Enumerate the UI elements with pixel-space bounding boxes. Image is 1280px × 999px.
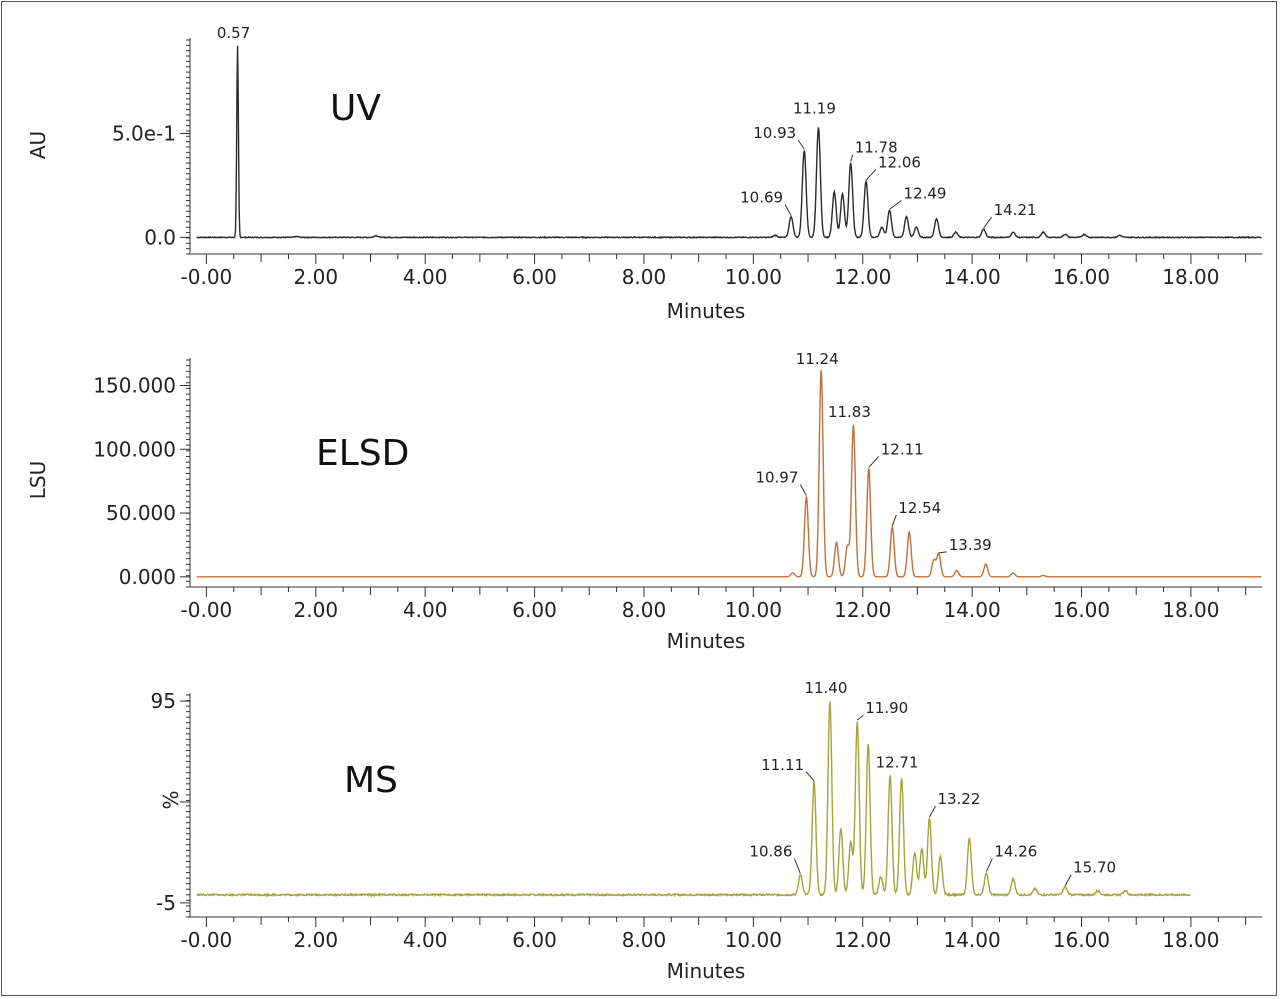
peak-leader-line bbox=[929, 805, 936, 818]
x-tick-label: 2.00 bbox=[294, 265, 339, 289]
peak-label: 12.49 bbox=[904, 184, 947, 202]
peak-label: 10.86 bbox=[749, 843, 792, 861]
peak-label: 13.39 bbox=[949, 536, 992, 554]
y-tick-label: 50.000 bbox=[106, 501, 176, 525]
peak-leader-line bbox=[1064, 874, 1072, 886]
x-axis-title: Minutes bbox=[667, 959, 746, 983]
panel-title: MS bbox=[344, 760, 398, 801]
y-tick-label: -5 bbox=[156, 891, 176, 915]
x-tick-label: 8.00 bbox=[622, 598, 667, 622]
peak-label: 11.19 bbox=[793, 99, 836, 117]
x-tick-label: 6.00 bbox=[512, 598, 557, 622]
x-tick-label: 12.00 bbox=[834, 598, 891, 622]
peak-leader-line bbox=[850, 154, 854, 162]
x-tick-label: 2.00 bbox=[294, 928, 339, 952]
y-tick-label: 150.000 bbox=[93, 374, 176, 398]
x-tick-label: 6.00 bbox=[512, 928, 557, 952]
peak-label: 0.57 bbox=[217, 24, 250, 42]
peak-label: 14.26 bbox=[994, 843, 1037, 861]
x-tick-label: -0.00 bbox=[181, 598, 233, 622]
peak-label: 11.24 bbox=[796, 350, 839, 368]
x-tick-label: 18.00 bbox=[1162, 928, 1219, 952]
x-tick-label: 8.00 bbox=[622, 928, 667, 952]
x-tick-label: 8.00 bbox=[622, 265, 667, 289]
peak-leader-line bbox=[891, 514, 897, 527]
peak-label: 14.21 bbox=[994, 201, 1037, 219]
peak-leader-line bbox=[865, 168, 877, 181]
x-tick-label: 16.00 bbox=[1053, 598, 1110, 622]
x-axis-title: Minutes bbox=[667, 299, 746, 323]
panel-uv: 0.0 5.0e-1 -0.00 2.00 4.00 6.00 8.00 10.00 12.00… bbox=[26, 24, 1262, 323]
x-tick-label: 16.00 bbox=[1053, 928, 1110, 952]
peak-leader-line bbox=[797, 139, 805, 150]
peak-label: 12.54 bbox=[898, 499, 941, 517]
peak-leader-line bbox=[889, 199, 902, 210]
peak-label: 15.70 bbox=[1073, 859, 1116, 877]
panel-elsd: 0.000 50.000 100.000 150.000 -0.00 2.00 4.00 6.… bbox=[26, 350, 1262, 653]
y-tick-label: 5.0e-1 bbox=[112, 121, 176, 145]
y-axis-title: LSU bbox=[26, 461, 50, 499]
x-tick-label: 16.00 bbox=[1053, 265, 1110, 289]
peak-leader-line bbox=[938, 551, 947, 554]
x-tick-label: 18.00 bbox=[1162, 265, 1219, 289]
x-tick-label: 18.00 bbox=[1162, 598, 1219, 622]
peak-leader-line bbox=[868, 456, 880, 468]
x-tick-label: 4.00 bbox=[403, 598, 448, 622]
peak-leader-line bbox=[793, 858, 801, 874]
peak-leader-line bbox=[856, 714, 864, 721]
x-tick-label: 12.00 bbox=[834, 265, 891, 289]
y-tick-label: 0.0 bbox=[144, 225, 176, 249]
peak-label: 11.78 bbox=[855, 139, 898, 157]
x-tick-label: 14.00 bbox=[943, 598, 1000, 622]
peak-label: 11.11 bbox=[761, 756, 804, 774]
x-axis-title: Minutes bbox=[667, 629, 746, 653]
x-tick-label: 14.00 bbox=[943, 928, 1000, 952]
x-tick-label: 10.00 bbox=[725, 598, 782, 622]
peak-leader-line bbox=[799, 484, 807, 496]
peak-leader-line bbox=[983, 216, 993, 229]
peak-leader-line bbox=[985, 858, 993, 872]
y-tick-label: 100.000 bbox=[93, 437, 176, 461]
peak-label: 11.40 bbox=[804, 679, 847, 697]
panel-title: UV bbox=[330, 88, 381, 129]
peak-label: 13.22 bbox=[937, 790, 980, 808]
x-tick-label: -0.00 bbox=[181, 928, 233, 952]
peak-label: 10.93 bbox=[753, 124, 796, 142]
peak-label: 12.71 bbox=[876, 754, 919, 772]
panel-title: ELSD bbox=[316, 433, 409, 474]
y-axis-title: % bbox=[159, 790, 183, 809]
peak-leader-line bbox=[784, 204, 792, 216]
series-trace bbox=[196, 45, 1262, 240]
peak-label: 12.06 bbox=[878, 153, 921, 171]
y-tick-label: 95 bbox=[151, 689, 176, 713]
peak-label: 10.69 bbox=[740, 189, 783, 207]
peak-label: 11.83 bbox=[828, 403, 871, 421]
peak-label: 10.97 bbox=[755, 468, 798, 486]
peak-label: 11.90 bbox=[865, 699, 908, 717]
x-tick-label: 10.00 bbox=[725, 928, 782, 952]
series-trace bbox=[196, 370, 1262, 578]
peak-leader-line bbox=[805, 771, 815, 782]
peak-label: 12.11 bbox=[881, 440, 924, 458]
series-trace bbox=[196, 701, 1191, 898]
y-axis-title: AU bbox=[26, 131, 50, 159]
x-tick-label: 4.00 bbox=[403, 928, 448, 952]
x-tick-label: 4.00 bbox=[403, 265, 448, 289]
y-tick-label: 0.000 bbox=[119, 565, 176, 589]
panel-ms: -5 95 -0.00 2.00 4.00 6.00 8.00 10.00 12.00 14.00… bbox=[151, 679, 1262, 983]
x-tick-label: 2.00 bbox=[294, 598, 339, 622]
x-tick-label: 6.00 bbox=[512, 265, 557, 289]
x-tick-label: 10.00 bbox=[725, 265, 782, 289]
x-tick-label: 12.00 bbox=[834, 928, 891, 952]
x-tick-label: -0.00 bbox=[181, 265, 233, 289]
x-tick-label: 14.00 bbox=[943, 265, 1000, 289]
